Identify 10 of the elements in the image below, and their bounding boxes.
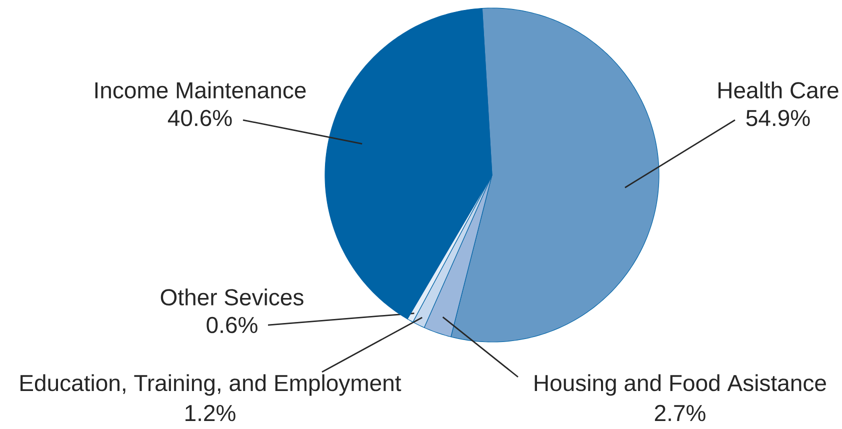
slice-label: Other Sevices	[160, 288, 304, 306]
data-label: 2.7%	[654, 404, 706, 422]
slice-label: Housing and Food Asistance	[534, 374, 826, 396]
slice-label: Income Maintenance	[95, 82, 306, 98]
data-label: 54.9%	[746, 110, 810, 126]
data-label: 1.2%	[186, 404, 236, 422]
slice-label: Education, Training, and Employment	[20, 374, 402, 396]
data-label: 0.6%	[206, 316, 258, 334]
data-label: 40.6%	[168, 110, 232, 126]
slice-label: Health Care	[718, 82, 838, 98]
